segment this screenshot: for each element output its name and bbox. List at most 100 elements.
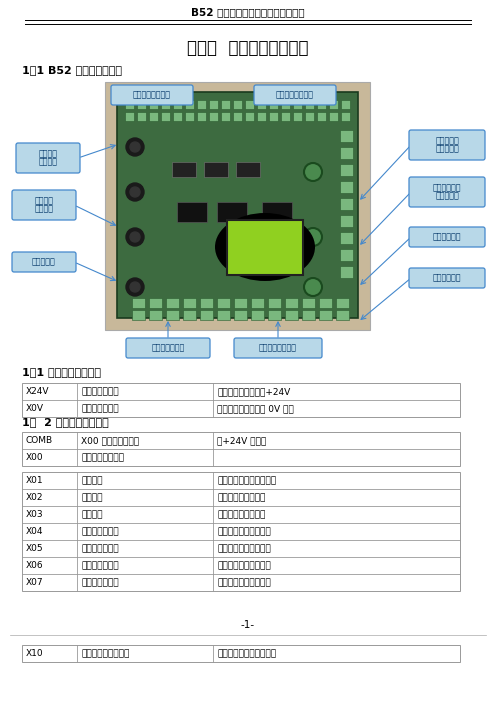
Bar xyxy=(166,298,179,308)
Text: 常开，电梯在门区时接通: 常开，电梯在门区时接通 xyxy=(217,476,276,485)
FancyBboxPatch shape xyxy=(234,338,322,358)
Text: 桥厢通信接口: 桥厢通信接口 xyxy=(433,232,461,241)
Bar xyxy=(329,112,338,121)
Bar xyxy=(125,112,134,121)
Bar xyxy=(262,202,292,222)
Text: 及操作按键: 及操作按键 xyxy=(435,145,459,153)
Text: 单层下行强换速: 单层下行强换速 xyxy=(81,544,119,553)
Bar xyxy=(293,100,302,109)
Bar xyxy=(185,100,194,109)
Bar xyxy=(173,112,182,121)
Circle shape xyxy=(304,228,322,246)
Bar xyxy=(209,112,218,121)
Bar xyxy=(302,298,315,308)
Text: 1．  2 微机主板输入接点: 1． 2 微机主板输入接点 xyxy=(22,417,109,427)
Text: 常闭，上限位时断开: 常闭，上限位时断开 xyxy=(217,493,265,502)
Text: 脉冲计数正电源: 脉冲计数正电源 xyxy=(81,387,119,396)
Bar xyxy=(319,310,332,320)
Text: 常闭，断开时为强换速: 常闭，断开时为强换速 xyxy=(217,544,271,553)
FancyBboxPatch shape xyxy=(409,268,485,288)
Text: X0V: X0V xyxy=(26,404,44,413)
Bar xyxy=(305,100,314,109)
Bar xyxy=(22,472,460,591)
Circle shape xyxy=(130,187,140,197)
Bar xyxy=(234,310,247,320)
Bar xyxy=(293,112,302,121)
Circle shape xyxy=(126,228,144,246)
Bar xyxy=(22,432,460,466)
Bar xyxy=(341,100,350,109)
Text: B52 微机系统使用手册（变频电梯）: B52 微机系统使用手册（变频电梯） xyxy=(191,7,305,17)
Bar xyxy=(245,112,254,121)
Text: 板内与微机供电电源+24V: 板内与微机供电电源+24V xyxy=(217,387,290,396)
Bar xyxy=(125,100,134,109)
Bar xyxy=(185,112,194,121)
Bar xyxy=(317,100,326,109)
Text: 常闭，断开时为强换速: 常闭，断开时为强换速 xyxy=(217,561,271,570)
Bar xyxy=(340,181,353,193)
Text: X02: X02 xyxy=(26,493,44,502)
Bar xyxy=(281,100,290,109)
Bar xyxy=(319,298,332,308)
Text: 通信电源及桥: 通信电源及桥 xyxy=(433,184,461,193)
Bar xyxy=(329,100,338,109)
Text: 第一章  微机主板功能介绍: 第一章 微机主板功能介绍 xyxy=(187,39,309,57)
FancyBboxPatch shape xyxy=(16,143,80,173)
Bar xyxy=(268,310,281,320)
Text: 微机主板输入接点: 微机主板输入接点 xyxy=(276,91,314,100)
Text: COMB: COMB xyxy=(26,436,53,445)
Text: X07: X07 xyxy=(26,578,44,587)
Bar xyxy=(340,147,353,159)
Bar xyxy=(217,310,230,320)
Bar xyxy=(161,112,170,121)
Bar xyxy=(340,164,353,176)
Bar xyxy=(245,100,254,109)
Text: 脉冲信号负输入端: 脉冲信号负输入端 xyxy=(81,453,124,462)
Text: 常闭，接触器吸合时断开: 常闭，接触器吸合时断开 xyxy=(217,649,276,658)
Bar xyxy=(340,215,353,227)
Bar xyxy=(200,298,213,308)
Text: 板内与微机供电电源 0V 连接: 板内与微机供电电源 0V 连接 xyxy=(217,404,294,413)
Text: X24V: X24V xyxy=(26,387,50,396)
Bar xyxy=(161,100,170,109)
Text: 单层上行强换速: 单层上行强换速 xyxy=(81,527,119,536)
Bar xyxy=(269,112,278,121)
Bar xyxy=(336,310,349,320)
Bar xyxy=(285,310,298,320)
Bar xyxy=(197,112,206,121)
Text: 厢通信接口: 厢通信接口 xyxy=(435,191,459,200)
Circle shape xyxy=(130,282,140,292)
Bar xyxy=(251,298,264,308)
Text: 联机接口: 联机接口 xyxy=(39,157,58,166)
Text: X04: X04 xyxy=(26,527,44,536)
Text: 运行接触器触点检测: 运行接触器触点检测 xyxy=(81,649,129,658)
Bar xyxy=(117,92,358,318)
Bar xyxy=(149,112,158,121)
Bar xyxy=(233,100,242,109)
Text: 常闭，下限位时断开: 常闭，下限位时断开 xyxy=(217,510,265,519)
Bar xyxy=(340,249,353,261)
Text: 脉冲计数: 脉冲计数 xyxy=(35,197,54,206)
Bar xyxy=(204,162,228,177)
Bar xyxy=(173,100,182,109)
Text: 电压选择: 电压选择 xyxy=(35,204,54,213)
Bar xyxy=(251,310,264,320)
Text: 脉冲计数负电源: 脉冲计数负电源 xyxy=(81,404,119,413)
Bar xyxy=(149,310,162,320)
Bar xyxy=(236,162,260,177)
Text: 1．1 B52 微机外观及接口: 1．1 B52 微机外观及接口 xyxy=(22,65,122,75)
Text: 上行限位: 上行限位 xyxy=(81,493,103,502)
Circle shape xyxy=(126,138,144,156)
Bar xyxy=(234,298,247,308)
Text: 接+24V 电源端: 接+24V 电源端 xyxy=(217,436,266,445)
Bar xyxy=(302,310,315,320)
Bar xyxy=(227,220,303,275)
Bar xyxy=(268,298,281,308)
Bar xyxy=(340,266,353,278)
Text: -1-: -1- xyxy=(241,620,255,630)
Bar xyxy=(183,298,196,308)
Bar xyxy=(22,645,460,662)
Bar xyxy=(285,298,298,308)
Bar xyxy=(132,298,145,308)
Bar xyxy=(209,100,218,109)
